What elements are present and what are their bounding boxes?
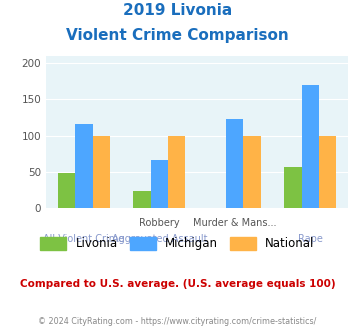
Text: Aggravated Assault: Aggravated Assault: [111, 234, 207, 244]
Text: Compared to U.S. average. (U.S. average equals 100): Compared to U.S. average. (U.S. average …: [20, 279, 335, 289]
Bar: [58, 173, 75, 208]
Legend: Livonia, Michigan, National: Livonia, Michigan, National: [36, 232, 320, 255]
Bar: [319, 136, 336, 208]
Text: 2019 Livonia: 2019 Livonia: [123, 3, 232, 18]
Bar: [301, 85, 319, 208]
Text: All Violent Crime: All Violent Crime: [43, 234, 125, 244]
Bar: [226, 119, 244, 208]
Bar: [244, 136, 261, 208]
Bar: [93, 136, 110, 208]
Text: Robbery: Robbery: [139, 218, 180, 228]
Bar: [151, 160, 168, 208]
Bar: [168, 136, 185, 208]
Text: Rape: Rape: [298, 234, 323, 244]
Text: Violent Crime Comparison: Violent Crime Comparison: [66, 28, 289, 43]
Text: © 2024 CityRating.com - https://www.cityrating.com/crime-statistics/: © 2024 CityRating.com - https://www.city…: [38, 317, 317, 326]
Bar: [75, 124, 93, 208]
Text: Murder & Mans...: Murder & Mans...: [193, 218, 277, 228]
Bar: [284, 167, 301, 208]
Bar: [133, 190, 151, 208]
